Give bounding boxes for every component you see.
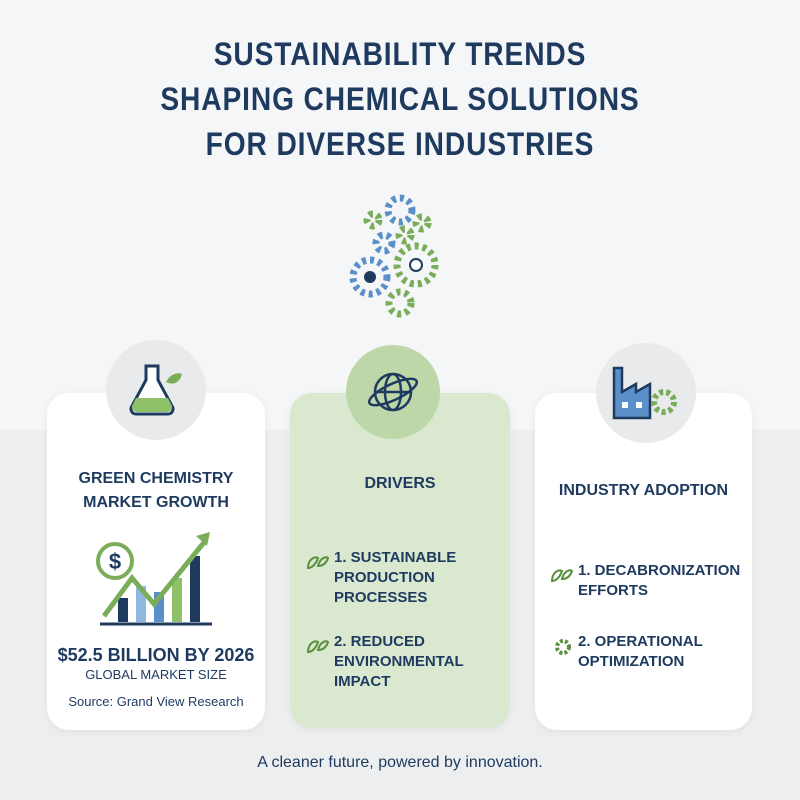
stat: $52.5 BILLION BY 2026 [57,645,255,665]
list-item: 1. SUSTAINABLE PRODUCTION PROCESSES [334,549,457,606]
stat-caption: GLOBAL MARKET SIZE [85,667,227,682]
card-title: GREEN CHEMISTRY MARKET GROWTH [78,470,234,511]
source: Source: Grand View Research [68,694,244,709]
gears-icon [349,194,439,318]
flask-icon [129,364,182,416]
gear-icon [555,639,571,655]
factory-icon [612,366,677,420]
leaf-icon [550,569,574,583]
list-item: 2. OPERATIONAL OPTIMIZATION [578,633,703,670]
card-title: DRIVERS [364,475,436,492]
title-line: SHAPING CHEMICAL SOLUTIONS [160,81,640,117]
card [47,393,265,730]
title-line: FOR DIVERSE INDUSTRIES [205,126,595,162]
icon-symbol: $ [109,549,121,574]
leaf-icon [306,640,330,654]
card [535,393,752,730]
tagline: A cleaner future, powered by innovation. [257,754,543,771]
growth-icon: $ [96,532,212,626]
title-line: SUSTAINABILITY TRENDS [213,36,587,72]
list-item: 1. DECABRONIZATION EFFORTS [578,562,741,599]
list-item: 2. REDUCED ENVIRONMENTAL IMPACT [334,633,464,690]
leaf-icon [306,556,330,570]
globe-icon [367,372,419,412]
card-title: INDUSTRY ADOPTION [558,482,729,499]
